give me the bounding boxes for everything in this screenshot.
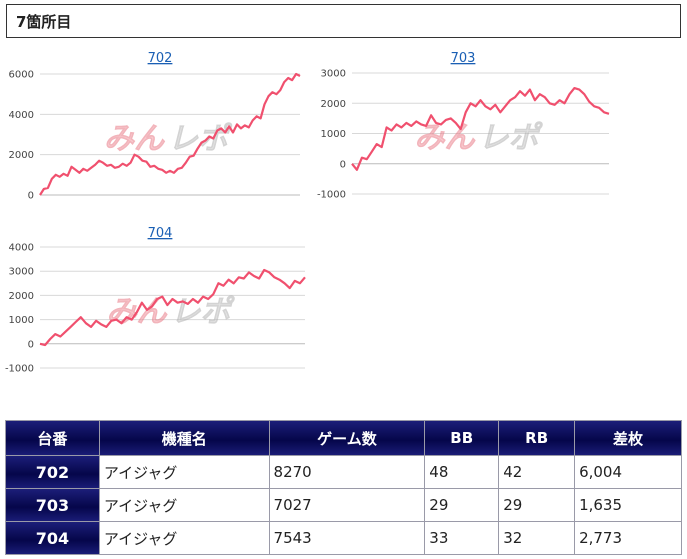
chart-title-link[interactable]: 703 <box>451 51 476 66</box>
machine-table: 台番 機種名 ゲーム数 BB RB 差枚 702 アイジャグ 8270 48 4… <box>5 420 682 555</box>
row-games: 7027 <box>268 488 426 522</box>
watermark-logo: みん レポ <box>104 121 234 157</box>
col-header-rb: RB <box>498 420 576 456</box>
y-tick-label: 0 <box>28 339 34 350</box>
row-rb: 32 <box>498 521 576 555</box>
row-bb: 33 <box>424 521 500 555</box>
y-tick-label: 4000 <box>9 243 34 254</box>
series-line <box>39 268 306 347</box>
chart-704: 704 4000 3000 2000 1000 0 -1000 みん レポ <box>0 221 320 381</box>
row-rb: 29 <box>498 488 576 522</box>
y-tick-label: 4000 <box>9 110 34 121</box>
y-tick-label: -1000 <box>5 364 34 375</box>
chart-702-svg: 702 0 2000 4000 6000 みん レポ <box>9 51 301 202</box>
y-tick-label: 1000 <box>321 129 346 140</box>
row-bb: 29 <box>424 488 500 522</box>
chart-title-link[interactable]: 704 <box>148 226 173 241</box>
row-machine-number[interactable]: 702 <box>5 455 100 489</box>
y-tick-label: 2000 <box>9 150 34 161</box>
series-line <box>39 72 301 196</box>
row-diff: 1,635 <box>574 488 682 522</box>
chart-title-link[interactable]: 702 <box>148 51 173 66</box>
col-header-games: ゲーム数 <box>268 420 426 456</box>
y-tick-label: -1000 <box>317 190 346 201</box>
row-bb: 48 <box>424 455 500 489</box>
y-tick-label: 0 <box>28 191 34 202</box>
chart-702: 702 0 2000 4000 6000 みん レポ <box>0 46 320 206</box>
series-line <box>351 86 610 171</box>
table-header-row: 台番 機種名 ゲーム数 BB RB 差枚 <box>5 420 682 456</box>
row-rb: 42 <box>498 455 576 489</box>
watermark-logo: みん レポ <box>414 120 544 156</box>
col-header-number: 台番 <box>5 420 100 456</box>
col-header-bb: BB <box>424 420 500 456</box>
y-tick-label: 3000 <box>9 267 34 278</box>
row-model: アイジャグ <box>98 521 270 555</box>
watermark-text-secondary: レポ <box>479 121 544 156</box>
y-tick-label: 6000 <box>9 70 34 81</box>
col-header-diff: 差枚 <box>574 420 682 456</box>
y-tick-label: 0 <box>340 159 346 170</box>
y-tick-label: 1000 <box>9 315 34 326</box>
table-row: 703 アイジャグ 7027 29 29 1,635 <box>5 488 682 522</box>
y-tick-label: 3000 <box>321 69 346 80</box>
col-header-model: 機種名 <box>98 420 270 456</box>
watermark-text-secondary: レポ <box>168 122 233 157</box>
row-diff: 6,004 <box>574 455 682 489</box>
row-machine-number[interactable]: 704 <box>5 521 100 555</box>
watermark-text-primary: みん <box>104 122 165 157</box>
y-tick-label: 2000 <box>321 99 346 110</box>
watermark-text-secondary: レポ <box>171 295 236 330</box>
section-title: 7箇所目 <box>16 13 72 31</box>
row-model: アイジャグ <box>98 455 270 489</box>
table-row: 704 アイジャグ 7543 33 32 2,773 <box>5 521 682 555</box>
chart-703: 703 3000 2000 1000 0 -1000 みん レポ <box>307 46 627 206</box>
chart-703-svg: 703 3000 2000 1000 0 -1000 みん レポ <box>317 51 610 201</box>
watermark-text-primary: みん <box>415 121 476 156</box>
section-header: 7箇所目 <box>6 4 681 38</box>
table-row: 702 アイジャグ 8270 48 42 6,004 <box>5 455 682 489</box>
y-tick-label: 2000 <box>9 291 34 302</box>
row-machine-number[interactable]: 703 <box>5 488 100 522</box>
row-diff: 2,773 <box>574 521 682 555</box>
row-games: 8270 <box>268 455 426 489</box>
row-games: 7543 <box>268 521 426 555</box>
row-model: アイジャグ <box>98 488 270 522</box>
